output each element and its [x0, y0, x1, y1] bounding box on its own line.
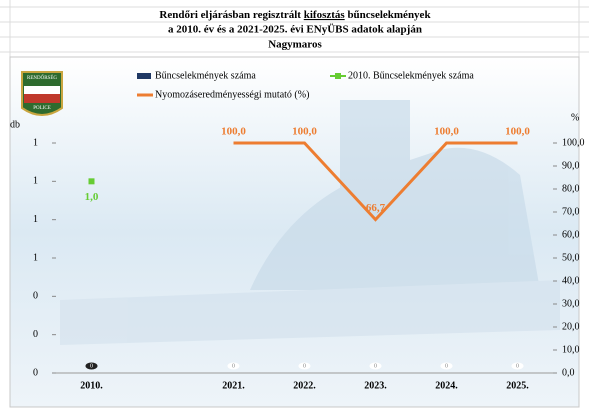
y2-tick-label: 0,0: [562, 367, 575, 378]
logo-top: RENDŐRSÉG: [27, 75, 57, 81]
x-tick-label: 2010.: [80, 380, 103, 391]
data-label: 0: [90, 363, 93, 369]
data-label: 0: [445, 363, 448, 369]
y2-tick-label: 10,0: [562, 344, 580, 355]
data-label: 100,0: [505, 126, 530, 138]
y-tick-label: 1: [33, 176, 38, 187]
data-label: 100,0: [292, 126, 317, 138]
y2-tick-label: 50,0: [562, 252, 580, 263]
chart: Rendőri eljárásban regisztrált kifosztás…: [0, 0, 589, 412]
title-part: kifosztás: [304, 9, 346, 21]
title: Rendőri eljárásban regisztrált kifosztás…: [159, 9, 431, 21]
y2-tick-label: 90,0: [562, 160, 580, 171]
legend-label: Nyomozáseredményességi mutató (%): [155, 89, 309, 100]
data-label: 100,0: [434, 126, 459, 138]
y2-tick-label: 30,0: [562, 298, 580, 309]
marker: [89, 178, 95, 184]
subtitle: a 2010. év és a 2021-2025. évi ENyÜBS ad…: [168, 23, 422, 36]
legend-swatch: [137, 73, 151, 79]
x-tick-label: 2025.: [506, 380, 529, 391]
data-label: 66,7: [366, 202, 386, 214]
y2-tick-label: 60,0: [562, 229, 580, 240]
logo: RENDŐRSÉG POLICE: [22, 72, 62, 115]
x-tick-label: 2021.: [222, 380, 245, 391]
y-tick-label: 0: [33, 291, 38, 302]
data-label: 0: [232, 363, 235, 369]
y-tick-label: 1: [33, 252, 38, 263]
y2-tick-label: 100,0: [562, 137, 585, 148]
y-tick-label: 1: [33, 137, 38, 148]
y2-tick-label: 40,0: [562, 275, 580, 286]
y-axis-label: db: [10, 119, 20, 130]
logo-bottom: POLICE: [33, 106, 51, 111]
data-label: 0: [516, 363, 519, 369]
x-tick-label: 2023.: [364, 380, 387, 391]
data-label: 1,0: [85, 191, 99, 203]
y2-axis-label: %: [571, 112, 579, 123]
data-label: 0: [374, 363, 377, 369]
title-part: Rendőri eljárásban regisztrált: [159, 9, 303, 21]
legend-label: Bűncselekmények száma: [155, 70, 256, 81]
title-part: bűncselekmények: [345, 9, 432, 21]
y-tick-label: 1: [33, 214, 38, 225]
y-tick-label: 0: [33, 367, 38, 378]
y2-tick-label: 20,0: [562, 321, 580, 332]
x-tick-label: 2024.: [435, 380, 458, 391]
y-tick-label: 0: [33, 329, 38, 340]
y2-tick-label: 70,0: [562, 206, 580, 217]
legend-label: 2010. Bűncselekmények száma: [348, 70, 474, 81]
y2-tick-label: 80,0: [562, 183, 580, 194]
data-label: 0: [303, 363, 306, 369]
x-tick-label: 2022.: [293, 380, 316, 391]
legend-swatch: [335, 73, 341, 79]
page: Rendőri eljárásban regisztrált kifosztás…: [0, 0, 589, 412]
place: Nagymaros: [268, 39, 322, 51]
data-label: 100,0: [221, 126, 246, 138]
